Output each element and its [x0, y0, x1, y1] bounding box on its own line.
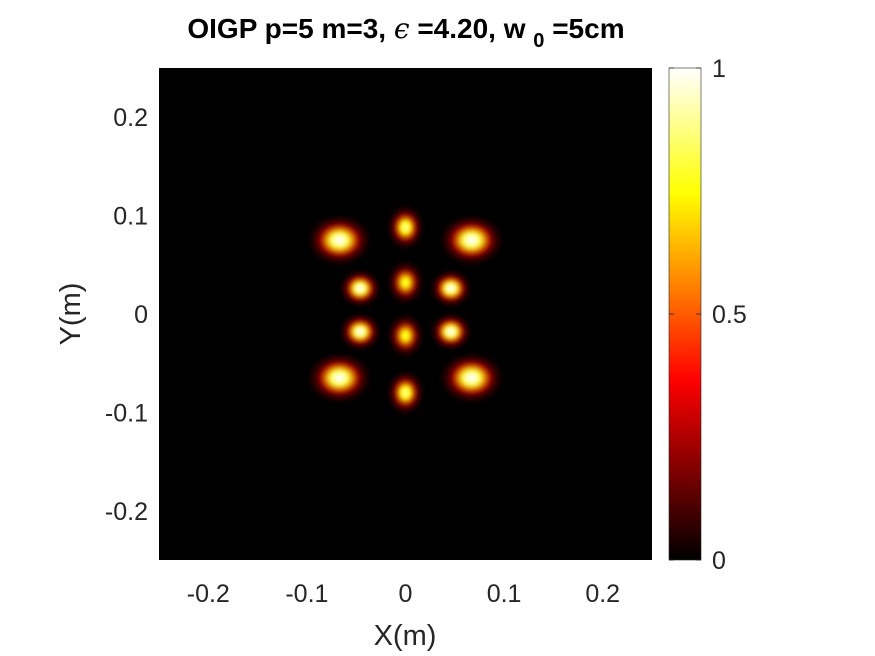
- intensity-lobe: [385, 311, 426, 360]
- y-axis-label: Y(m): [55, 283, 87, 346]
- title-main: OIGP p=5 m=3,: [187, 13, 386, 44]
- title-w0-subscript: 0: [533, 30, 544, 52]
- y-tick-label: -0.1: [105, 399, 148, 427]
- colorbar-tick-label: 1: [712, 55, 726, 83]
- x-tick-label: 0.1: [487, 580, 522, 608]
- chart-title: OIGP p=5 m=3, ϵ =4.20, w 0 =5cm: [187, 12, 624, 53]
- x-tick-label: -0.2: [187, 580, 230, 608]
- title-epsilon-text: =4.20, w: [417, 13, 525, 44]
- x-axis-label: X(m): [374, 620, 437, 652]
- x-tick-labels: -0.2 -0.1 0 0.1 0.2: [187, 580, 620, 608]
- intensity-lobe: [428, 268, 473, 309]
- title-w0-text: =5cm: [552, 13, 624, 44]
- title-epsilon: ϵ: [394, 12, 410, 45]
- y-tick-labels: 0.2 0.1 0 -0.1 -0.2: [105, 104, 148, 526]
- intensity-lobe: [385, 258, 426, 307]
- intensity-lobe: [338, 268, 383, 309]
- intensity-lobe: [437, 213, 506, 268]
- x-tick-label: 0: [399, 580, 413, 608]
- intensity-lobe: [385, 368, 426, 417]
- y-tick-label: 0: [134, 301, 148, 329]
- intensity-lobe: [338, 311, 383, 352]
- colorbar: [669, 68, 701, 560]
- intensity-lobe: [428, 311, 473, 352]
- intensity-lobe: [305, 350, 374, 405]
- x-tick-label: -0.1: [285, 580, 328, 608]
- intensity-lobe: [385, 203, 426, 252]
- colorbar-tick-label: 0.5: [712, 301, 747, 329]
- y-tick-label: -0.2: [105, 498, 148, 526]
- x-tick-label: 0.2: [585, 580, 620, 608]
- y-tick-label: 0.2: [113, 104, 148, 132]
- intensity-pattern: [305, 203, 506, 417]
- intensity-lobe: [437, 350, 506, 405]
- colorbar-tick-label: 0: [712, 547, 726, 575]
- colorbar-ticks: 00.51: [669, 55, 747, 575]
- y-tick-label: 0.1: [113, 203, 148, 231]
- intensity-lobe: [305, 213, 374, 268]
